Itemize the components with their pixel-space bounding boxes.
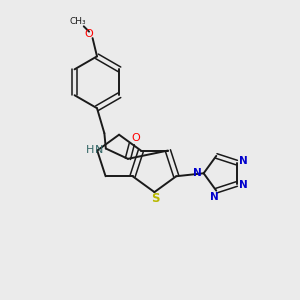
Text: N: N xyxy=(95,145,103,155)
Text: N: N xyxy=(239,181,248,190)
Text: CH₃: CH₃ xyxy=(70,17,86,26)
Text: N: N xyxy=(193,168,202,178)
Text: O: O xyxy=(85,29,93,39)
Text: N: N xyxy=(210,192,219,202)
Text: N: N xyxy=(239,156,248,166)
Text: H: H xyxy=(86,145,95,155)
Text: O: O xyxy=(131,133,140,142)
Text: S: S xyxy=(151,192,159,205)
